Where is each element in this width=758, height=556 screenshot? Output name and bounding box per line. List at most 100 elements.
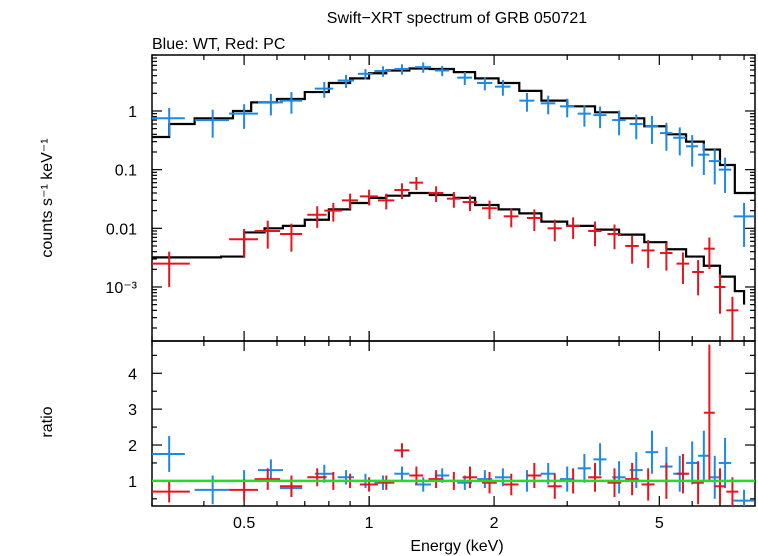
wt-data-point [718, 157, 732, 193]
pc-ratio-point [307, 468, 327, 487]
wt-data-point [519, 93, 535, 112]
wt-ratio-point [708, 455, 721, 499]
pc-data-point [324, 203, 342, 222]
pc-data-point [714, 274, 726, 314]
wt-data-point [314, 81, 334, 98]
wt-ratio-point [698, 430, 710, 481]
pc-data-point [254, 220, 280, 249]
wt-ratio-point [494, 468, 511, 487]
wt-data-point [698, 143, 710, 176]
wt-ratio-point [577, 453, 591, 483]
wt-data-point [559, 98, 575, 118]
pc-data-point [607, 224, 622, 250]
pc-ratio-point [462, 466, 478, 489]
pc-data-point [703, 237, 715, 270]
pc-ratio-point [279, 475, 303, 498]
pc-data-point [625, 235, 639, 264]
y-tick-label: 1 [128, 104, 137, 121]
pc-data-point [307, 206, 327, 228]
x-tick-label: 0.5 [233, 515, 255, 532]
pc-ratio-point [481, 471, 497, 494]
wt-data-point [540, 95, 556, 115]
wt-data-point [415, 62, 432, 73]
wt-data-point [194, 109, 230, 138]
spectrum-panel: 1 0.1 0.01 10⁻³ [105, 54, 756, 342]
wt-ratio-point [686, 441, 699, 485]
wt-data-point [660, 122, 673, 151]
x-axis-label: Energy (keV) [410, 538, 503, 555]
pc-ratio-point [692, 461, 704, 505]
wt-data-point [434, 65, 450, 77]
y-tick-label: 3 [128, 402, 137, 419]
pc-data-point [152, 251, 190, 287]
pc-ratio-point [229, 479, 258, 501]
pc-ratio-point [547, 473, 562, 499]
pc-data-point [279, 223, 303, 252]
pc-data-point [462, 195, 478, 212]
pc-data-point [481, 200, 497, 220]
wt-ratio-point [645, 430, 659, 474]
pc-data-point [547, 219, 562, 242]
wt-data-point [279, 92, 303, 114]
spectrum-data [152, 62, 755, 341]
wt-data-point [686, 135, 699, 167]
chart-title: Swift−XRT spectrum of GRB 050721 [327, 10, 588, 27]
wt-data-point [708, 149, 721, 185]
pc-data-point [229, 228, 258, 257]
wt-ratio-point [394, 466, 410, 481]
pc-ratio-point [377, 475, 395, 490]
x-tick-label: 2 [490, 515, 499, 532]
wt-ratio-point [733, 489, 754, 506]
pc-ratio-point [526, 462, 542, 489]
wt-ratio-point [559, 466, 575, 492]
wt-data-point [612, 110, 626, 136]
chart-subtitle: Blue: WT, Red: PC [152, 36, 285, 53]
x-tick-label: 1 [365, 515, 374, 532]
wt-data-point [394, 64, 410, 75]
pc-data-point [446, 191, 461, 208]
pc-ratio-point [503, 473, 519, 496]
ratio-panel: 0.5 1 2 5 1 2 3 4 [128, 340, 756, 532]
wt-data-point [673, 127, 687, 156]
wt-ratio-point [152, 436, 185, 472]
pc-data-point [526, 209, 542, 231]
y-tick-label: 0.01 [106, 221, 137, 238]
pc-data-point [428, 186, 444, 203]
pc-data-point [588, 221, 602, 247]
pc-ratio-point [625, 462, 639, 496]
pc-data-point [565, 217, 580, 239]
wt-data-point [337, 74, 355, 88]
y-tick-label: 0.1 [115, 163, 137, 180]
model-step-line [152, 67, 755, 195]
pc-data-point [377, 193, 395, 210]
wt-data-point [593, 106, 607, 129]
pc-ratio-point [359, 477, 378, 492]
pc-data-point [359, 189, 378, 206]
pc-data-point [503, 208, 519, 228]
pc-data-point [692, 260, 704, 296]
pc-ratio-point [714, 468, 726, 505]
pc-data-point [409, 176, 424, 190]
pc-data-point [676, 252, 690, 284]
pc-data-point [394, 183, 410, 200]
y-tick-label: 4 [128, 366, 137, 383]
wt-data-point [477, 77, 493, 91]
y-tick-label: 1 [128, 474, 137, 491]
pc-ratio-point [607, 468, 622, 498]
pc-data-point [660, 242, 673, 271]
model-step-line [152, 191, 746, 305]
wt-data-point [257, 93, 283, 116]
wt-data-point [374, 66, 392, 77]
pc-ratio-point [428, 470, 444, 489]
pc-data-point [641, 240, 655, 269]
wt-ratio-point [593, 443, 607, 476]
pc-data-point [341, 193, 358, 210]
pc-ratio-point [254, 468, 280, 490]
wt-data-point [152, 107, 185, 136]
x-tick-label: 5 [655, 515, 664, 532]
ratio-frame [151, 340, 756, 507]
wt-ratio-point [257, 459, 283, 481]
pc-ratio-point [152, 480, 190, 503]
pc-data-point [726, 296, 739, 341]
